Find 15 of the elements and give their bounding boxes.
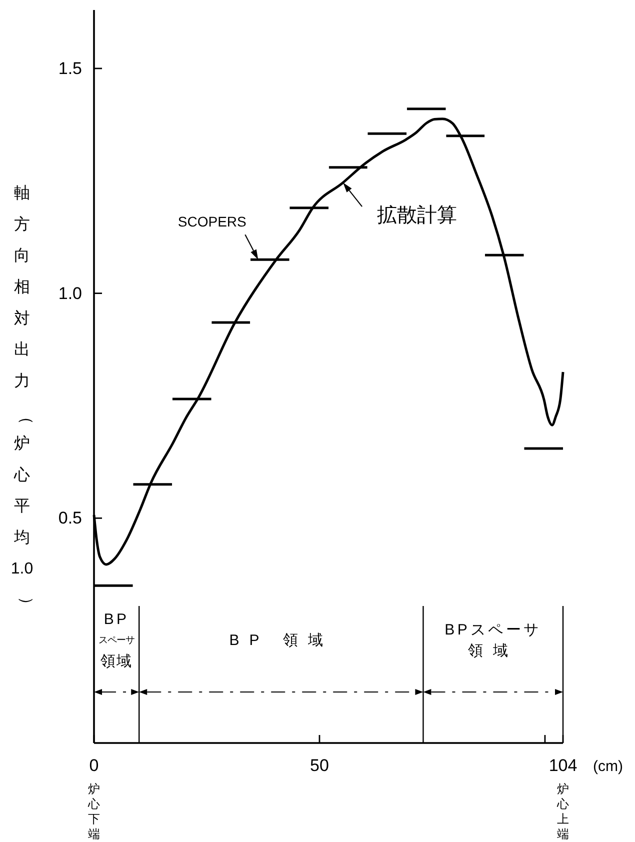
series-label: 拡散計算	[377, 204, 458, 227]
y-tick-label: 1.5	[58, 58, 82, 78]
x-tick-label: 50	[310, 756, 329, 775]
text: 炉心下端	[87, 782, 100, 841]
x-axis-title: (cm)	[593, 758, 623, 775]
text: 炉心上端	[556, 782, 569, 841]
text: SCOPERS	[178, 214, 246, 230]
y-tick-label: 1.0	[58, 284, 82, 303]
annotation: BP 領域	[229, 632, 334, 648]
text: 軸方向相対出力（炉心平均1.0）	[10, 184, 35, 612]
annotation: BPスペーサ領域	[444, 621, 542, 659]
x-tick-label: 104	[548, 756, 578, 775]
x-tick-label: 0	[89, 756, 99, 775]
annotation: BPスペーサ領域	[98, 610, 135, 670]
y-tick-label: 0.5	[58, 508, 82, 528]
